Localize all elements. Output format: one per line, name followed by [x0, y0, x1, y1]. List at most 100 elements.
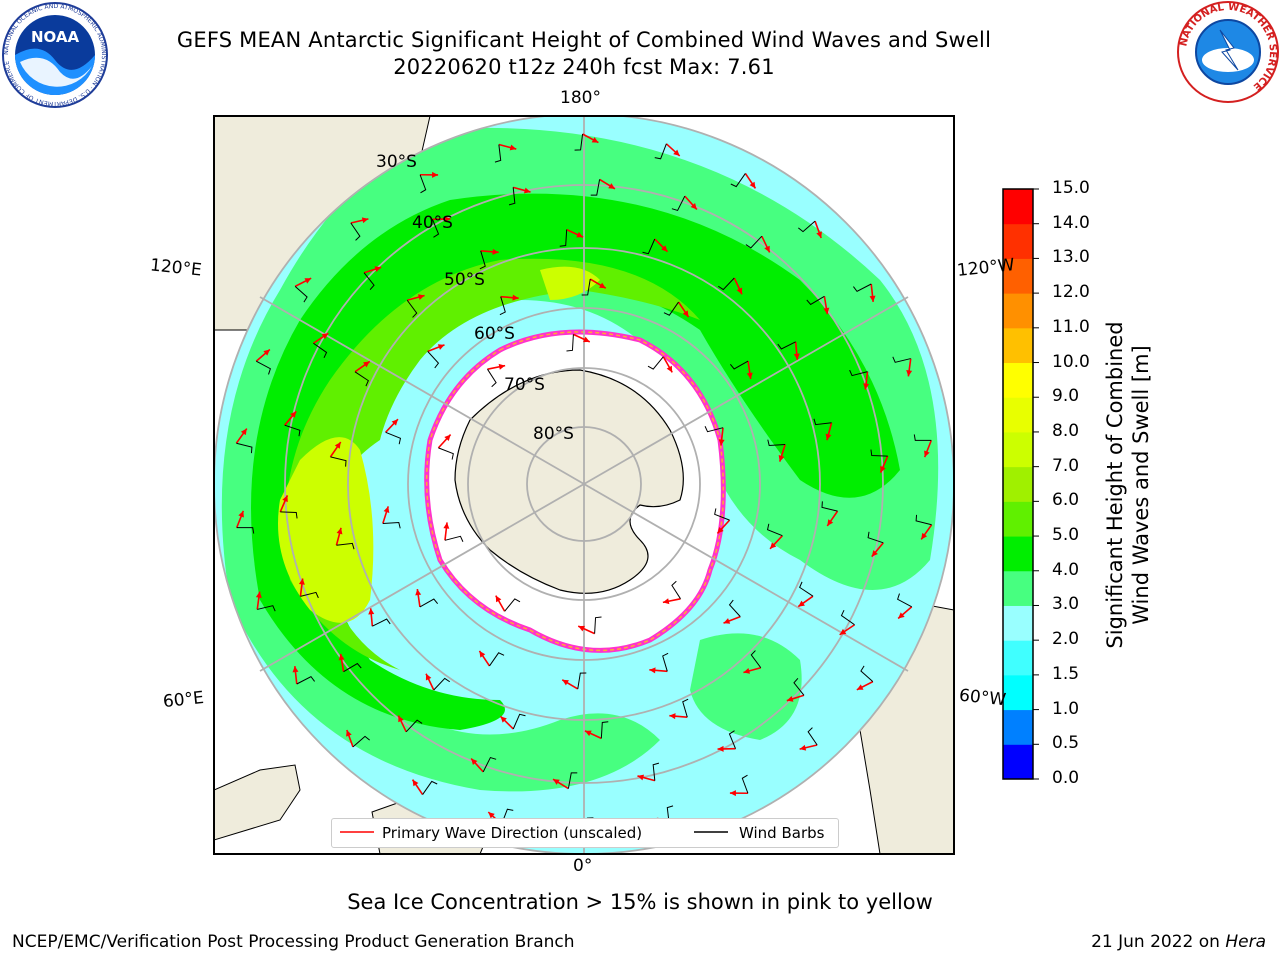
wave-arrow-head	[282, 495, 288, 503]
colorbar-segment	[1003, 605, 1033, 641]
wind-barb	[714, 508, 730, 521]
wave-arrow-head	[718, 439, 725, 446]
chart-title: GEFS MEAN Antarctic Significant Height o…	[176, 28, 992, 52]
wave-arrow-head	[412, 779, 419, 787]
wave-arrow-head	[500, 716, 507, 723]
wave-arrow-head	[576, 231, 584, 238]
lon-label-60e: 60°E	[162, 687, 205, 713]
wave-arrow-head	[584, 730, 592, 737]
wind-barb	[427, 351, 440, 369]
wave-arrow-head	[898, 612, 905, 619]
wind-barb	[799, 581, 814, 597]
wind-barb	[662, 652, 669, 672]
graticule	[214, 116, 954, 854]
wind-barb	[494, 144, 502, 163]
wave-arrow-head	[417, 294, 425, 300]
wave-arrow-head	[798, 600, 805, 607]
footer-date-text: 21 Jun 2022 on	[1091, 932, 1226, 952]
wave-arrow-head	[443, 522, 450, 529]
wave-arrow-head	[432, 171, 439, 178]
wave-arrow-head	[334, 442, 341, 449]
noaa-logo: NATIONAL OCEANIC AND ATMOSPHERIC ADMINIS…	[2, 2, 108, 108]
wind-barb	[419, 598, 439, 608]
wave-arrow-head	[793, 353, 800, 360]
wind-barb	[352, 735, 370, 748]
colorbar-tick-label: 15.0	[1052, 178, 1090, 198]
colorbar-segment	[1003, 570, 1033, 606]
wave-arrow-head	[921, 532, 928, 540]
wind-barb	[717, 277, 735, 291]
colorbar-tick-label: 5.0	[1052, 525, 1080, 546]
colorbar-tick-label: 2.0	[1052, 629, 1080, 650]
wave-arrow-head	[488, 812, 495, 819]
wave-arrow-head	[512, 294, 519, 301]
wind-barb	[728, 730, 737, 749]
wind-barb	[559, 229, 568, 247]
wind-barb	[853, 283, 872, 293]
wave-arrow-head	[863, 383, 870, 390]
wave-arrow-head	[562, 679, 569, 686]
wave-arrow-head	[509, 144, 517, 151]
wave-arrow-head	[425, 673, 432, 681]
wind-barb	[777, 341, 796, 350]
wind-barb	[750, 650, 762, 669]
wave-arrow-head	[717, 745, 724, 752]
wave-arrow-head	[669, 713, 676, 720]
wind-barb	[257, 605, 276, 612]
wind-barb	[867, 531, 884, 544]
wind-barb	[581, 279, 591, 296]
wind-barb	[294, 285, 308, 303]
wave-arrow-head	[553, 779, 560, 785]
colorbar-tick-label: 12.0	[1052, 282, 1090, 303]
colorbar-tick-label: 11.0	[1052, 316, 1090, 337]
wind-barb	[594, 616, 602, 634]
wind-barb	[806, 295, 825, 306]
wave-arrow-head	[778, 455, 785, 462]
wave-arrow-head	[649, 667, 656, 674]
colorbar-tick-label: 0.0	[1052, 768, 1080, 788]
wave-arrow-head	[661, 245, 668, 252]
colorbar-segment	[1003, 293, 1033, 329]
colorbar-tick-label: 13.0	[1052, 247, 1090, 268]
wind-barb	[849, 369, 868, 377]
wind-barb	[729, 360, 749, 370]
wind-barb	[600, 721, 609, 739]
wind-barb	[343, 662, 362, 673]
wind-barb	[504, 598, 521, 612]
wave-arrow-head	[823, 307, 830, 315]
wind-barb	[372, 618, 391, 627]
wind-barb	[512, 713, 526, 730]
wave-arrow-head	[637, 774, 645, 781]
wind-barb	[821, 501, 838, 512]
wind-barb	[663, 301, 679, 316]
wave-arrow-head	[786, 696, 794, 702]
wave-arrow-head	[240, 428, 247, 436]
colorbar-segment	[1003, 327, 1033, 364]
wind-barb	[793, 677, 805, 696]
wind-barb	[682, 698, 689, 718]
lat-label-30s: 30°S	[376, 152, 417, 172]
wave-arrow-head	[336, 527, 343, 535]
colorbar-segment	[1003, 223, 1033, 259]
wave-arrow-head	[673, 149, 680, 156]
lon-label-0: 0°	[573, 856, 593, 876]
legend-label-barbs: Wind Barbs	[739, 824, 825, 842]
wind-barb	[363, 272, 375, 291]
wind-barb	[590, 179, 601, 196]
wind-barb	[433, 677, 451, 691]
wind-barb	[574, 133, 584, 151]
colorbar-tick-label: 7.0	[1052, 455, 1080, 476]
colorbar-segment	[1003, 674, 1033, 711]
colorbar-tick-label: 14.0	[1052, 212, 1090, 233]
wave-arrow-head	[292, 666, 299, 673]
antarctica-landmass	[454, 369, 684, 594]
wave-arrow-head	[338, 653, 345, 661]
wave-arrow-head	[799, 744, 807, 751]
wind-barb	[406, 299, 418, 318]
noaa-text: NOAA	[31, 28, 80, 46]
wave-arrow-head	[599, 282, 606, 289]
wave-arrow-head	[924, 450, 930, 458]
colorbar	[1003, 188, 1039, 780]
primary-wave-direction-arrows	[235, 133, 933, 835]
wave-arrow-head	[764, 245, 770, 253]
